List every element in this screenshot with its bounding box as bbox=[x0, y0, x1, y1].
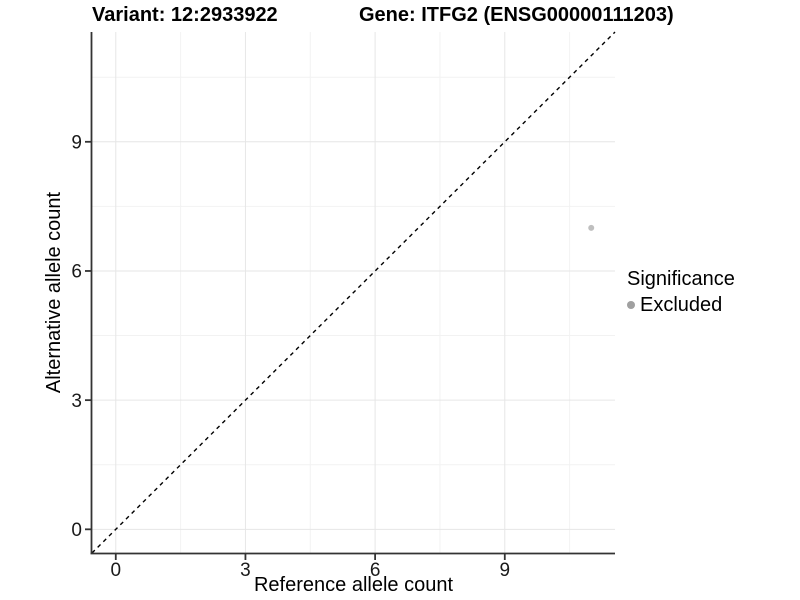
legend-item-excluded: Excluded bbox=[627, 293, 735, 317]
y-tick-label: 0 bbox=[71, 520, 82, 541]
variant-title: Variant: 12:2933922 bbox=[92, 4, 278, 26]
x-axis-title: Reference allele count bbox=[253, 574, 453, 596]
x-tick-label: 3 bbox=[240, 560, 251, 581]
legend-item-label: Excluded bbox=[640, 294, 723, 316]
x-tick-label: 9 bbox=[499, 560, 510, 581]
x-tick-label: 0 bbox=[110, 560, 121, 581]
y-tick-label: 6 bbox=[71, 262, 82, 283]
legend-title: Significance bbox=[627, 268, 735, 290]
y-axis-title: Alternative allele count bbox=[43, 191, 66, 394]
y-tick-label: 9 bbox=[71, 132, 82, 153]
x-tick-label: 6 bbox=[370, 560, 381, 581]
gene-title: Gene: ITFG2 (ENSG00000111203) bbox=[359, 4, 674, 26]
data-point bbox=[588, 224, 595, 231]
legend-point-icon bbox=[627, 301, 635, 309]
identity-line bbox=[91, 31, 616, 554]
legend: Significance Excluded bbox=[627, 266, 735, 317]
y-tick-label: 3 bbox=[71, 391, 82, 412]
